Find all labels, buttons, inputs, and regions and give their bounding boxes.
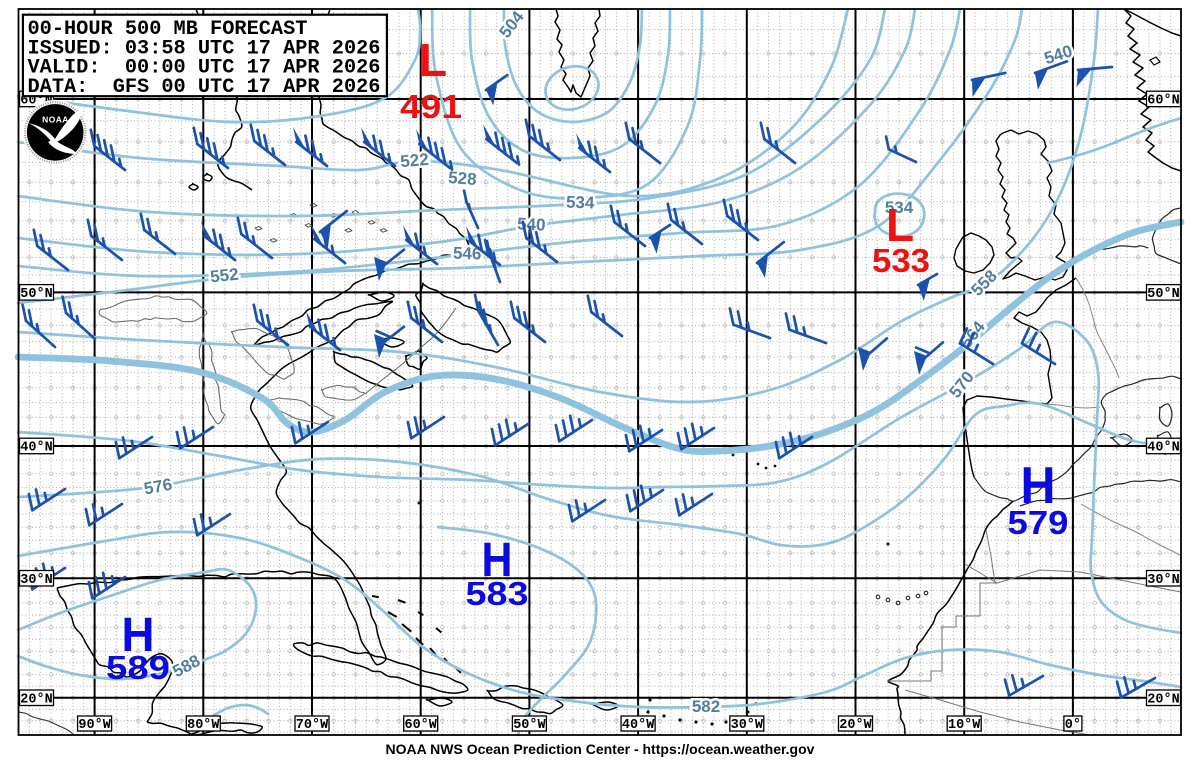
svg-text:70°W: 70°W [296,718,329,733]
svg-text:534: 534 [566,193,596,213]
svg-text:20°N: 20°N [20,692,52,707]
svg-text:90°W: 90°W [78,718,111,733]
svg-text:NOAA: NOAA [42,115,69,125]
svg-text:L: L [419,34,447,86]
svg-text:H: H [482,534,513,587]
svg-text:533: 533 [872,242,930,279]
svg-text:552: 552 [209,265,239,287]
svg-text:582: 582 [692,697,720,716]
svg-text:40°N: 40°N [20,441,52,456]
svg-text:50°N: 50°N [20,287,52,302]
svg-text:546: 546 [453,244,482,264]
svg-text:0°: 0° [1065,718,1081,733]
svg-text:L: L [886,199,914,251]
svg-text:50°N: 50°N [1147,287,1179,302]
svg-text:VALID: 00:00 UTC 17 APR 2026: VALID: 00:00 UTC 17 APR 2026 [28,57,381,80]
svg-text:10°W: 10°W [948,718,981,733]
svg-text:ISSUED: 03:58 UTC 17 APR 2026: ISSUED: 03:58 UTC 17 APR 2026 [28,37,381,60]
svg-text:H: H [1021,457,1056,515]
svg-text:40°W: 40°W [622,718,655,733]
svg-text:534: 534 [885,198,914,217]
svg-text:60°N: 60°N [1147,94,1179,109]
svg-text:40°N: 40°N [1147,441,1179,456]
svg-text:20°N: 20°N [1147,692,1179,707]
svg-text:528: 528 [448,168,478,189]
svg-text:60°W: 60°W [404,718,437,733]
svg-text:NOAA NWS Ocean Prediction Cent: NOAA NWS Ocean Prediction Center - https… [386,741,815,757]
svg-text:522: 522 [400,150,430,171]
svg-text:491: 491 [400,88,462,125]
svg-text:589: 589 [106,649,170,686]
svg-text:50°W: 50°W [513,718,546,733]
svg-text:H: H [122,609,155,662]
svg-text:30°W: 30°W [731,718,764,733]
svg-text:80°W: 80°W [187,718,220,733]
svg-text:579: 579 [1008,504,1069,541]
svg-text:20°W: 20°W [839,718,872,733]
svg-text:30°N: 30°N [20,573,52,588]
svg-text:583: 583 [466,575,529,612]
svg-text:30°N: 30°N [1147,573,1179,588]
svg-text:00-HOUR 500 MB FORECAST: 00-HOUR 500 MB FORECAST [28,18,308,41]
svg-text:DATA: GFS 00 UTC 17 APR 2026: DATA: GFS 00 UTC 17 APR 2026 [28,76,381,99]
